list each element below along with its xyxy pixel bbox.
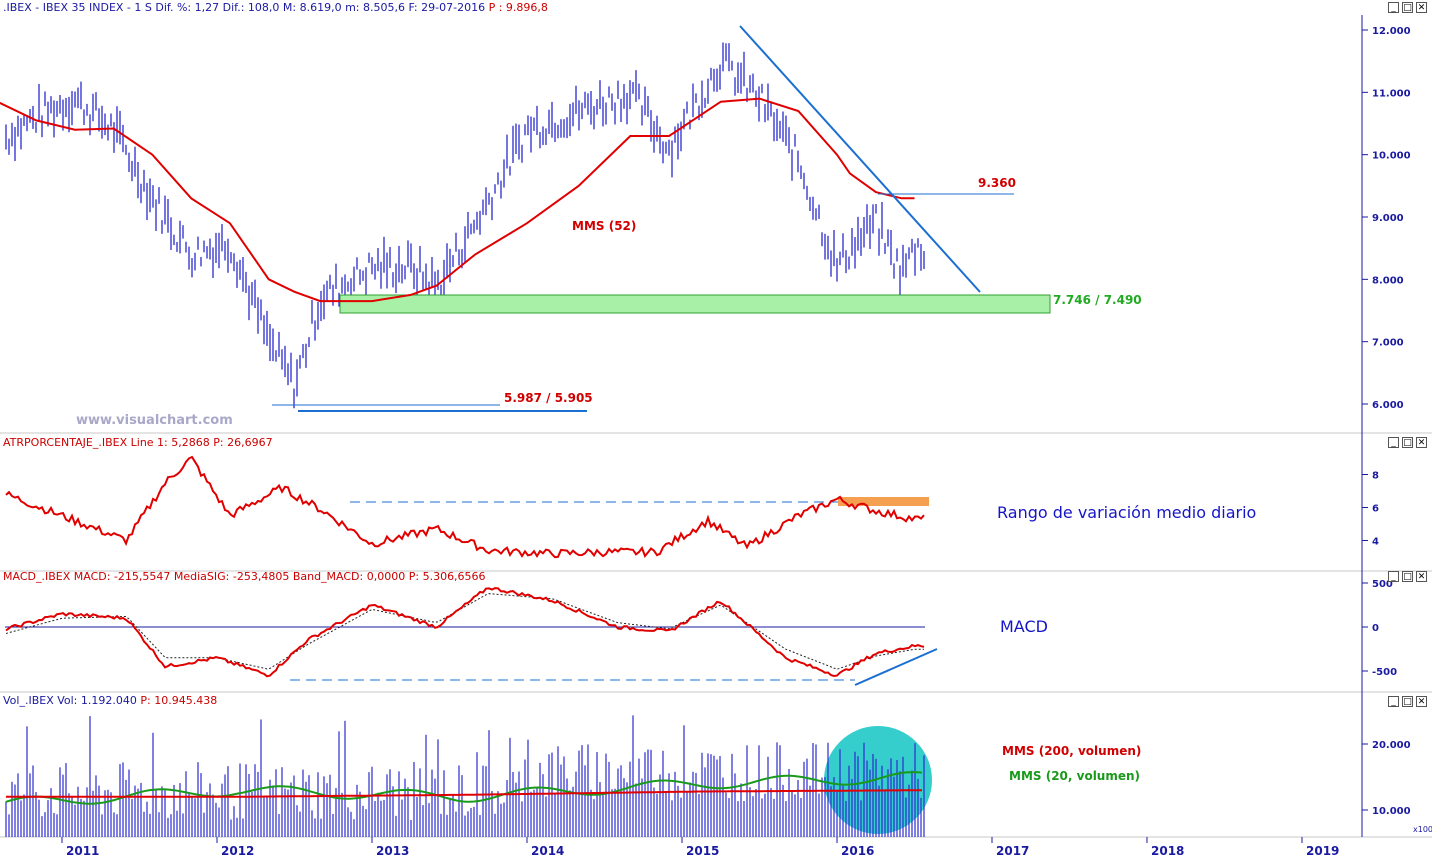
atr-y-tick-label: 4 (1372, 537, 1379, 548)
close-icon[interactable]: ✕ (1416, 696, 1427, 707)
price-y-tick-label: 8.000 (1372, 275, 1404, 286)
volume-panel: MMS (200, volumen) MMS (20, volumen) 10.… (5, 715, 1432, 837)
atr-panel-title: ATRPORCENTAJE_.IBEX Line 1: 5,2868 P: 26… (3, 436, 273, 449)
trendline-down (739, 25, 981, 293)
minimize-icon[interactable]: _ (1388, 2, 1399, 13)
macd-annotation: MACD (1000, 617, 1048, 636)
x-tick-label: 2014 (531, 844, 564, 857)
resistance-label: 9.360 (978, 176, 1016, 190)
atr-title-text: ATRPORCENTAJE_.IBEX Line 1: 5,2868 (3, 436, 210, 449)
close-icon[interactable]: ✕ (1416, 437, 1427, 448)
mms20-label: MMS (20, volumen) (1009, 769, 1140, 783)
mms200-label: MMS (200, volumen) (1002, 744, 1141, 758)
close-icon[interactable]: ✕ (1416, 2, 1427, 13)
price-title-text: .IBEX - IBEX 35 INDEX - 1 S Dif. %: 1,27… (3, 1, 486, 14)
price-window-controls: _ □ ✕ (1388, 2, 1427, 13)
macd-line (5, 587, 925, 678)
volume-highlight-circle (824, 726, 932, 834)
volume-panel-title: Vol_.IBEX Vol: 1.192.040 P: 10.945.438 (3, 694, 217, 707)
x-axis: 2011 2012 2013 2014 2015 2016 2017 2018 2019 (61, 837, 1339, 857)
price-y-tick-label: 10.000 (1372, 151, 1411, 162)
maximize-icon[interactable]: □ (1402, 437, 1413, 448)
macd-trendline (854, 648, 938, 686)
x-tick-label: 2011 (66, 844, 99, 857)
vol-mms20-line (5, 771, 923, 805)
atr-y-tick-label: 6 (1372, 504, 1379, 515)
maximize-icon[interactable]: □ (1402, 2, 1413, 13)
atr-title-p: P: 26,6967 (213, 436, 273, 449)
macd-window-controls: _ □ ✕ (1388, 571, 1427, 582)
support-zone (339, 294, 1051, 314)
maximize-icon[interactable]: □ (1402, 571, 1413, 582)
volume-bars-overlay (824, 742, 925, 837)
volume-bars (5, 715, 823, 837)
mms52-line (0, 97, 915, 303)
volume-window-controls: _ □ ✕ (1388, 696, 1427, 707)
macd-y-tick-label: 0 (1372, 623, 1379, 634)
price-bars (5, 42, 925, 409)
price-y-tick-label: 12.000 (1372, 26, 1411, 37)
atr-line (5, 455, 925, 559)
price-y-axis: 6.000 7.000 8.000 9.000 10.000 11.000 12.000 (1362, 26, 1411, 411)
x-tick-label: 2019 (1306, 844, 1339, 857)
watermark: www.visualchart.com (76, 413, 233, 428)
price-title-p: P : 9.896,8 (488, 1, 548, 14)
macd-y-tick-label: -500 (1372, 667, 1397, 678)
volume-y-axis: 10.000 20.000 (1362, 740, 1411, 817)
volume-title-text: Vol_.IBEX Vol: 1.192.040 (3, 694, 137, 707)
minimize-icon[interactable]: _ (1388, 696, 1399, 707)
macd-y-tick-label: 500 (1372, 579, 1393, 590)
low-label: 5.987 / 5.905 (504, 391, 593, 405)
mms-label: MMS (52) (572, 219, 636, 233)
price-panel: MMS (52) 9.360 7.746 / 7.490 5.987 / 5.9… (0, 25, 1411, 428)
macd-y-axis: -500 0 500 (1362, 579, 1397, 678)
price-y-tick-label: 7.000 (1372, 338, 1404, 349)
atr-window-controls: _ □ ✕ (1388, 437, 1427, 448)
vol-y-tick-label: 10.000 (1372, 806, 1411, 817)
atr-y-axis: 4 6 8 (1362, 471, 1379, 548)
vol-mms200-line (6, 789, 922, 798)
panel-frames (0, 15, 1432, 838)
x-tick-label: 2013 (376, 844, 409, 857)
x-tick-label: 2012 (221, 844, 254, 857)
price-panel-title: .IBEX - IBEX 35 INDEX - 1 S Dif. %: 1,27… (3, 1, 548, 14)
macd-title-text: MACD_.IBEX MACD: -215,5547 MediaSIG: -25… (3, 570, 406, 583)
close-icon[interactable]: ✕ (1416, 571, 1427, 582)
maximize-icon[interactable]: □ (1402, 696, 1413, 707)
vol-y-tick-label: 20.000 (1372, 740, 1411, 751)
macd-signal-line (5, 593, 924, 670)
support-label: 7.746 / 7.490 (1053, 293, 1142, 307)
price-y-tick-label: 9.000 (1372, 213, 1404, 224)
x-tick-label: 2017 (996, 844, 1029, 857)
atr-annotation: Rango de variación medio diario (997, 503, 1256, 522)
x-tick-label: 2018 (1151, 844, 1184, 857)
atr-panel: Rango de variación medio diario 4 6 8 (5, 455, 1379, 559)
atr-y-tick-label: 8 (1372, 471, 1379, 482)
price-y-tick-label: 11.000 (1372, 88, 1411, 99)
atr-highlight (838, 497, 929, 506)
minimize-icon[interactable]: _ (1388, 571, 1399, 582)
macd-title-p: P: 5.306,6566 (408, 570, 486, 583)
volume-scale-note: x100 (1413, 825, 1432, 834)
macd-panel: MACD -500 0 500 (5, 579, 1397, 686)
macd-panel-title: MACD_.IBEX MACD: -215,5547 MediaSIG: -25… (3, 570, 486, 583)
volume-title-p: P: 10.945.438 (140, 694, 218, 707)
minimize-icon[interactable]: _ (1388, 437, 1399, 448)
x-tick-label: 2015 (686, 844, 719, 857)
x-tick-label: 2016 (841, 844, 874, 857)
price-y-tick-label: 6.000 (1372, 400, 1404, 411)
